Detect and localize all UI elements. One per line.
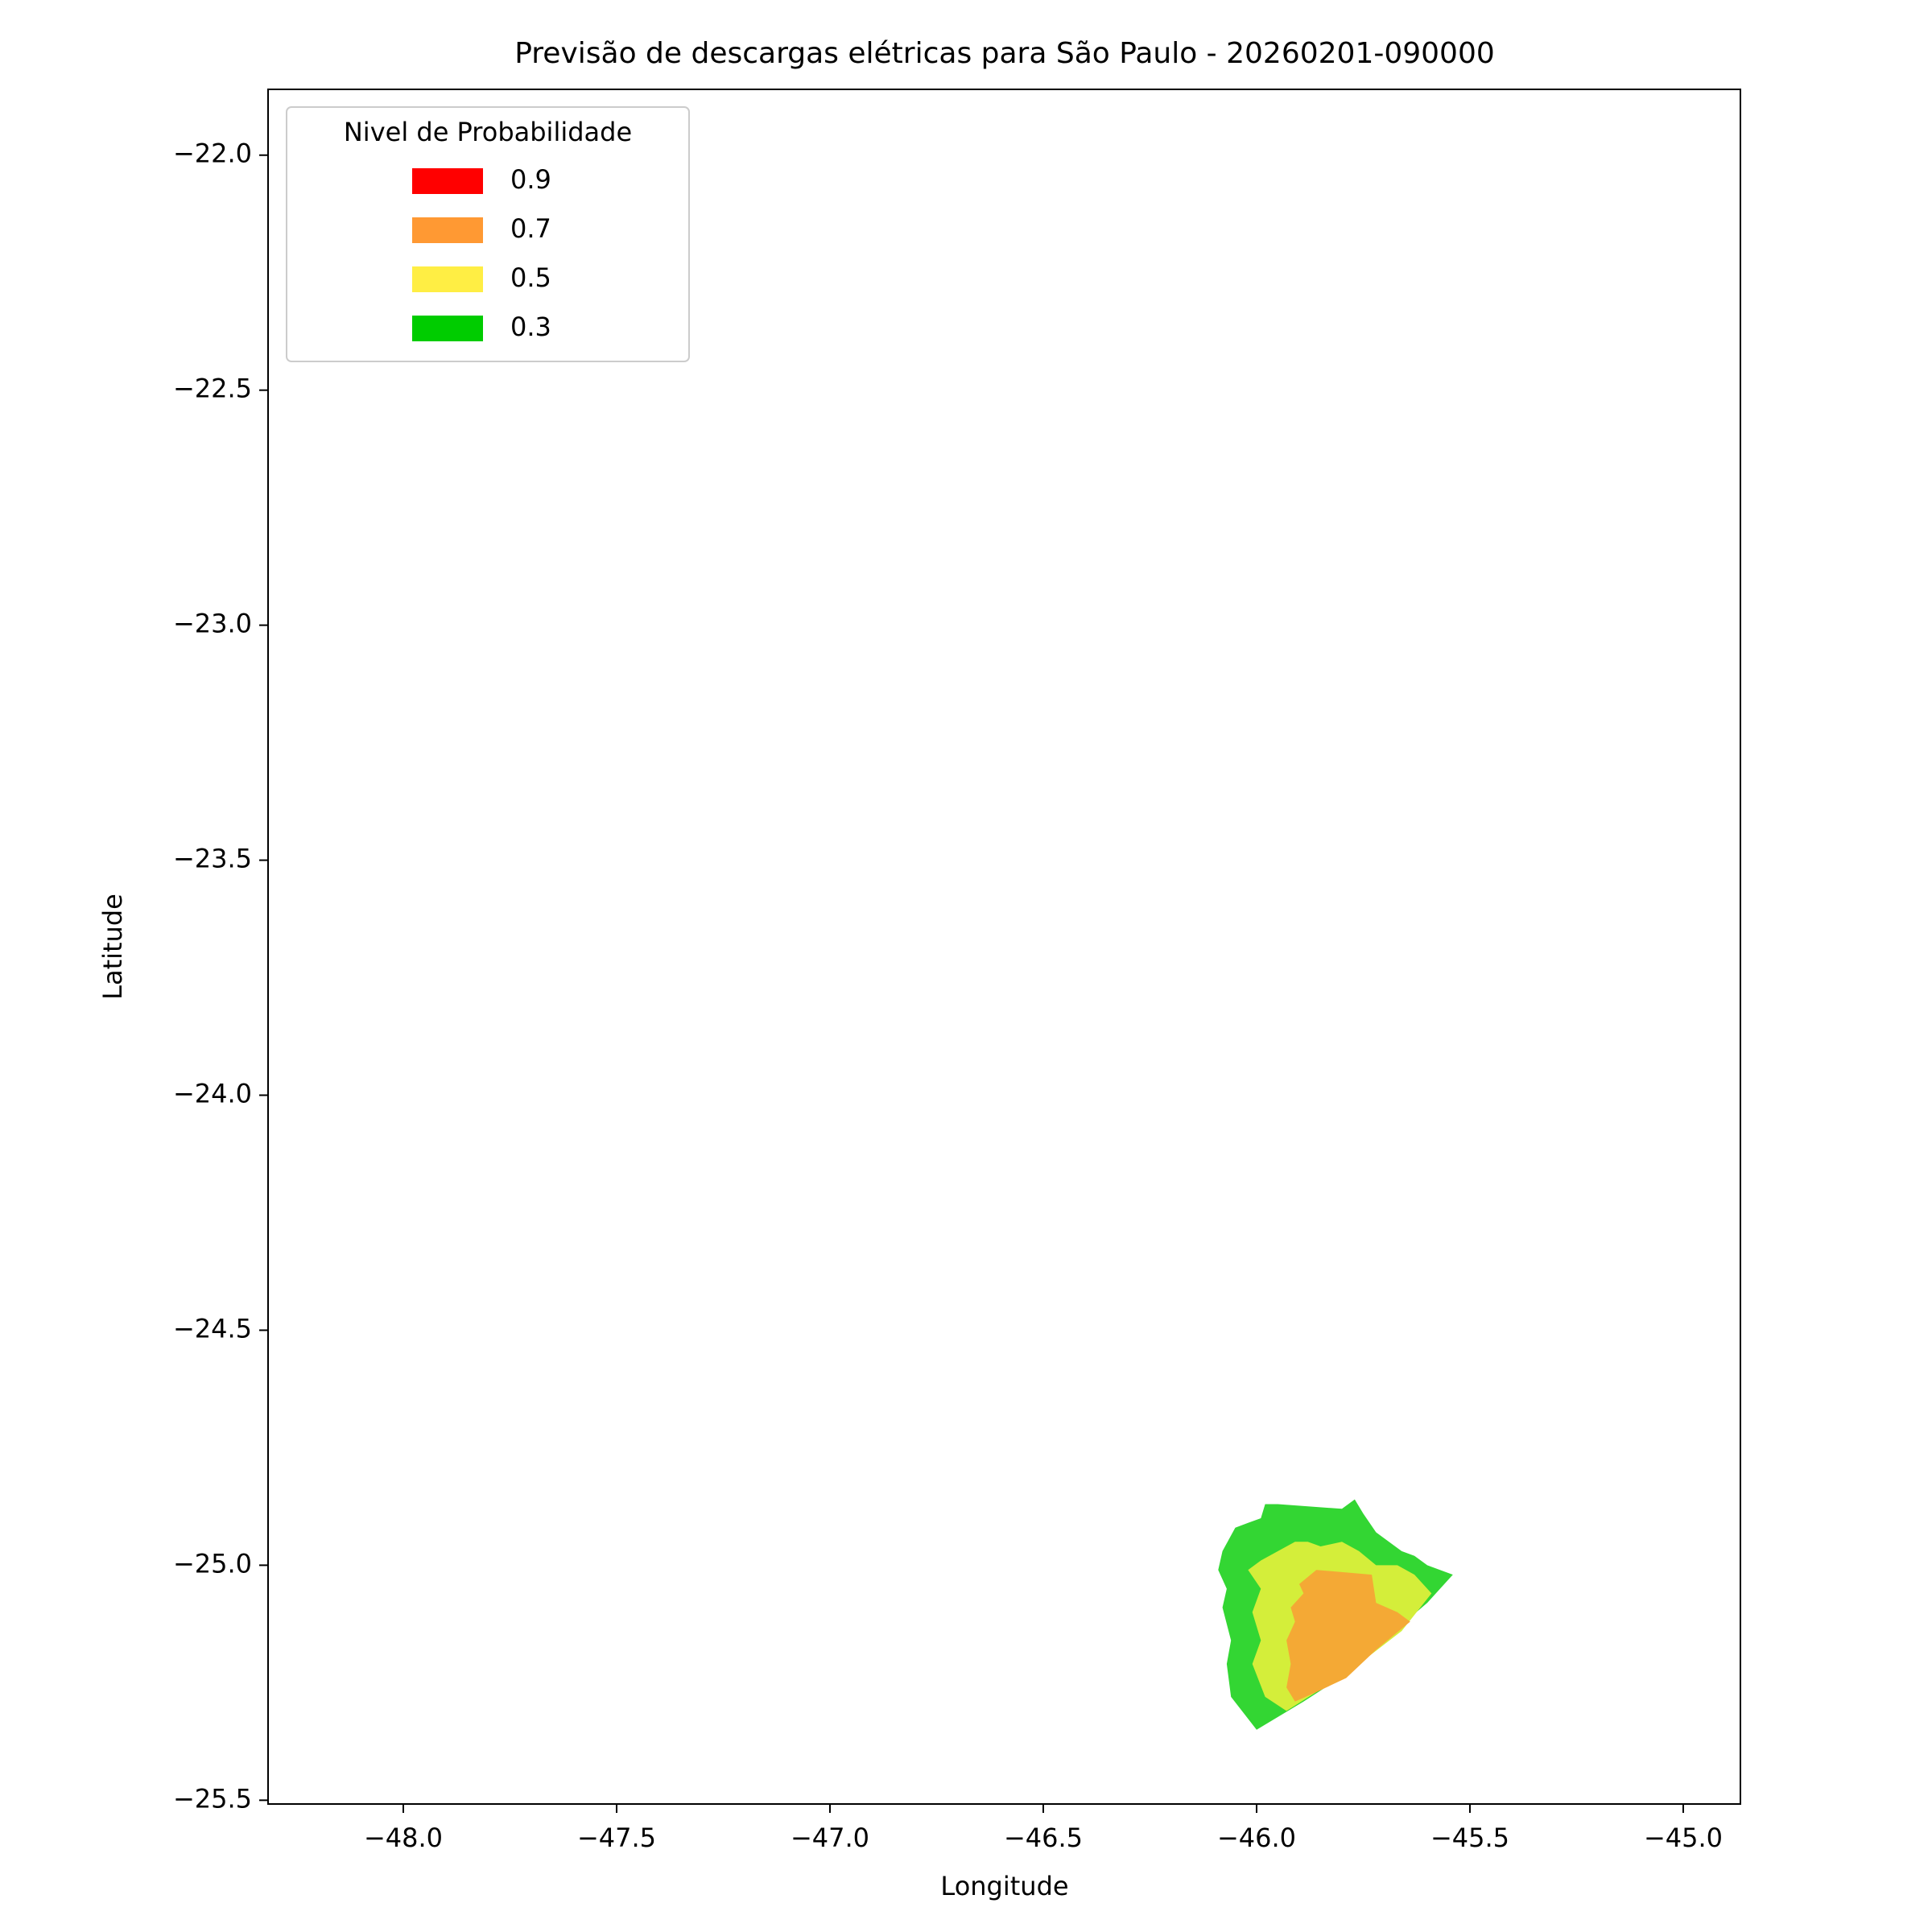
x-tick-label: −48.0 — [364, 1823, 443, 1853]
x-tick-label: −46.5 — [1004, 1823, 1083, 1853]
x-axis-label: Longitude — [940, 1871, 1068, 1901]
legend-title: Nivel de Probabilidade — [344, 117, 632, 147]
legend-swatch — [412, 266, 483, 292]
legend-swatch — [412, 168, 483, 194]
x-tick-label: −47.0 — [791, 1823, 869, 1853]
x-tick-label: −45.5 — [1430, 1823, 1509, 1853]
y-tick-label: −23.5 — [173, 844, 252, 874]
legend-box — [286, 106, 690, 362]
legend-label: 0.9 — [510, 164, 551, 195]
x-tick-label: −46.0 — [1217, 1823, 1296, 1853]
y-tick-label: −24.0 — [173, 1079, 252, 1109]
x-tick-label: −47.5 — [577, 1823, 656, 1853]
y-tick-label: −22.0 — [173, 138, 252, 169]
legend-swatch — [412, 316, 483, 341]
x-tick-label: −45.0 — [1644, 1823, 1723, 1853]
legend-swatch — [412, 217, 483, 243]
chart-title: Previsão de descargas elétricas para São… — [514, 37, 1495, 70]
contour-region — [1286, 1570, 1410, 1702]
legend-label: 0.5 — [510, 262, 551, 293]
y-tick-label: −23.0 — [173, 609, 252, 639]
y-tick-label: −25.5 — [173, 1783, 252, 1814]
legend-label: 0.3 — [510, 312, 551, 342]
y-tick-label: −25.0 — [173, 1548, 252, 1579]
y-axis-label: Latitude — [97, 894, 128, 1000]
y-tick-label: −24.5 — [173, 1313, 252, 1344]
legend-label: 0.7 — [510, 213, 551, 244]
plot-frame — [267, 89, 1741, 1805]
y-tick-label: −22.5 — [173, 374, 252, 404]
